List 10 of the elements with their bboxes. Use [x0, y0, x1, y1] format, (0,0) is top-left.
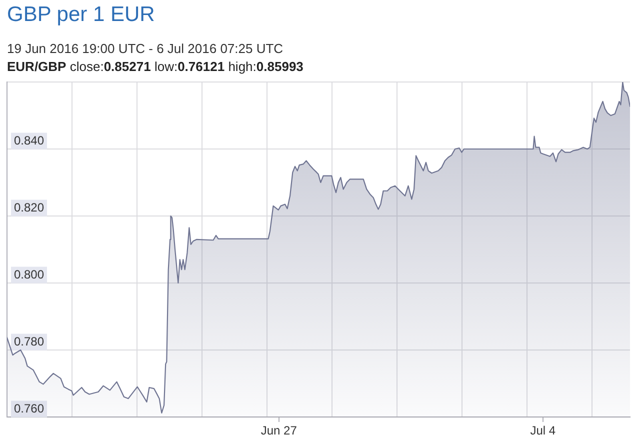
y-tick-label: 0.820	[14, 200, 44, 214]
chart-subtitle: 19 Jun 2016 19:00 UTC - 6 Jul 2016 07:25 UTC	[7, 41, 284, 57]
y-tick-label: 0.800	[14, 267, 44, 282]
text: EUR/GBP close:0.85271 low:0.76121 high:0.85993	[7, 59, 304, 75]
x-tick-label: Jun 27	[260, 424, 298, 438]
x-tick-label: Jul 4	[530, 424, 556, 438]
chart-title: GBP per 1 EUR	[7, 3, 155, 27]
y-tick-label: 0.780	[14, 334, 44, 348]
y-tick-label: 0.840	[14, 133, 44, 148]
y-tick-label: 0.760	[14, 401, 44, 416]
